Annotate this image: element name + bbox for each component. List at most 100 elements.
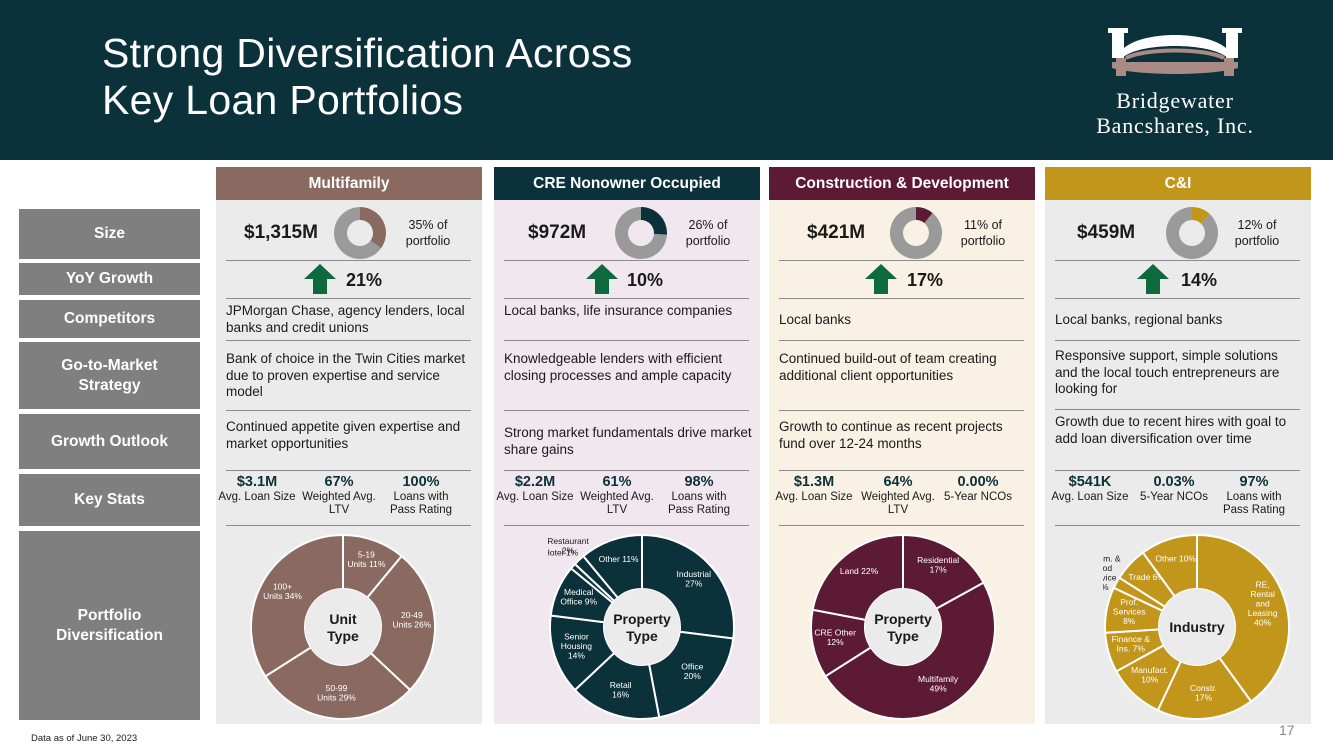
share-donut-rest-slice <box>1166 207 1218 259</box>
yoy-growth-value: 14% <box>1181 270 1218 290</box>
stat-label: Weighted Avg. LTV <box>302 491 376 516</box>
stat-label: Weighted Avg. LTV <box>580 491 654 516</box>
bridge-logo-icon <box>1108 28 1242 76</box>
divider <box>226 525 471 526</box>
strategy-text: Continued build-out of team creating add… <box>779 351 997 383</box>
divider <box>1055 525 1300 526</box>
column-header: C&I <box>1045 167 1311 200</box>
stat-item: $2.2M Avg. Loan Size <box>494 474 576 504</box>
stat-value: $2.2M <box>514 474 556 490</box>
row-label-go-to-market: Go-to-Market Strategy <box>19 342 200 409</box>
stat-item: 0.00% 5-Year NCOs <box>937 474 1019 504</box>
column-header: CRE Nonowner Occupied <box>494 167 760 200</box>
strategy-text: Bank of choice in the Twin Cities market… <box>226 351 466 399</box>
pie-slice-label: Accom. &FoodService2% <box>1103 553 1121 592</box>
up-arrow-icon <box>865 264 897 294</box>
column-construction-development: Construction & Development $421M 11% of … <box>769 167 1035 724</box>
portfolio-amount: $1,315M <box>244 222 318 243</box>
stat-item: 64% Weighted Avg. LTV <box>857 474 939 517</box>
competitors-text: JPMorgan Chase, agency lenders, local ba… <box>226 303 465 335</box>
pie-center-hole <box>305 589 381 665</box>
share-donut <box>890 207 942 259</box>
stat-value: 0.03% <box>1153 474 1195 490</box>
pie-slice-label: Office 20% <box>681 662 703 682</box>
column-header: Multifamily <box>216 167 482 200</box>
share-donut-portfolio-slice <box>360 207 386 249</box>
stat-item: 61% Weighted Avg. LTV <box>576 474 658 517</box>
strategy-text: Knowledgeable lenders with efficient clo… <box>504 351 732 383</box>
divider <box>779 410 1024 411</box>
yoy-growth-value: 10% <box>627 270 664 290</box>
pie-slice-label: Residential 17% <box>917 555 959 575</box>
stat-item: 0.03% 5-Year NCOs <box>1133 474 1215 504</box>
share-donut-portfolio-slice <box>641 207 667 235</box>
strategy-text: Responsive support, simple solutions and… <box>1055 348 1280 396</box>
pie-slice-label: Medical Office 9% <box>560 587 597 607</box>
competitors-text: Local banks, regional banks <box>1055 312 1223 327</box>
divider <box>504 470 749 471</box>
footnote: Data as of June 30, 2023 <box>31 733 138 744</box>
row-label-yoy-growth: YoY Growth <box>19 263 200 295</box>
logo-text-line-2: Bancshares, Inc. <box>1096 113 1254 138</box>
column-c-and-i: C&I $459M 12% of portfolio 14% Local ban… <box>1045 167 1311 724</box>
competitors-text: Local banks <box>779 312 852 327</box>
share-donut-rest-slice <box>334 207 382 259</box>
stat-item: $541K Avg. Loan Size <box>1049 474 1131 504</box>
pie-center-hole <box>1159 589 1235 665</box>
share-donut <box>334 207 386 259</box>
share-donut-rest-slice <box>890 207 942 259</box>
divider <box>779 298 1024 299</box>
title-line-2: Key Loan Portfolios <box>102 77 464 123</box>
pie-slice-label: Manufact. 10% <box>1131 665 1168 685</box>
divider <box>226 260 471 261</box>
stat-value: $3.1M <box>236 474 278 490</box>
stat-label: Weighted Avg. LTV <box>861 491 935 516</box>
divider <box>504 340 749 341</box>
stat-label: Loans with Pass Rating <box>389 491 452 516</box>
pie-slice-label: Multifamily 49% <box>918 674 959 694</box>
page-title: Strong Diversification Across Key Loan P… <box>102 30 633 124</box>
portfolio-amount: $421M <box>807 222 866 243</box>
pie-center-hole <box>865 589 941 665</box>
divider <box>504 410 749 411</box>
logo-text-line-1: Bridgewater <box>1116 88 1234 113</box>
stat-label: Avg. Loan Size <box>496 491 574 503</box>
stat-value: $1.3M <box>793 474 835 490</box>
column-body: $459M 12% of portfolio 14% Local banks, … <box>1045 200 1311 724</box>
pie-slice-label: Other 10% <box>1155 553 1196 563</box>
divider <box>1055 470 1300 471</box>
stat-item: 97% Loans with Pass Rating <box>1213 474 1295 517</box>
stat-value: 67% <box>324 474 354 490</box>
divider <box>226 298 471 299</box>
portfolio-share-text: 35% of portfolio <box>405 218 451 248</box>
divider <box>504 260 749 261</box>
stat-value: 100% <box>402 474 440 490</box>
share-donut <box>1166 207 1218 259</box>
divider <box>226 340 471 341</box>
stat-item: $3.1M Avg. Loan Size <box>216 474 298 504</box>
diversification-pie: Residential 17% Multifamily 49% CRE Other 12%… <box>810 533 996 720</box>
title-line-1: Strong Diversification Across <box>102 30 633 76</box>
pie-slice-label: 100+ Units 34% <box>263 581 302 601</box>
share-donut-rest-slice <box>615 207 667 259</box>
column-body: $972M 26% of portfolio 10% Local banks, … <box>494 200 760 724</box>
divider <box>779 525 1024 526</box>
divider <box>504 298 749 299</box>
pie-slice-label: Industrial 27% <box>677 569 712 589</box>
divider <box>226 410 471 411</box>
pie-slice <box>1196 533 1290 703</box>
outlook-text: Strong market fundamentals drive market … <box>504 425 752 457</box>
row-label-portfolio-diversification: Portfolio Diversification <box>19 531 200 720</box>
share-donut-portfolio-slice <box>916 207 933 223</box>
pie-slice-label: Prof. Services 8% <box>1113 597 1146 626</box>
divider <box>779 470 1024 471</box>
portfolio-amount: $972M <box>528 222 587 243</box>
stat-label: Avg. Loan Size <box>218 491 296 503</box>
outlook-text: Growth due to recent hires with goal to … <box>1055 414 1287 446</box>
stat-label: Loans with Pass Rating <box>1222 491 1285 516</box>
share-donut-portfolio-slice <box>1192 207 1210 224</box>
competitors-text: Local banks, life insurance companies <box>504 303 733 318</box>
share-donut <box>615 207 667 259</box>
stat-value: 61% <box>602 474 632 490</box>
stat-item: $1.3M Avg. Loan Size <box>773 474 855 504</box>
